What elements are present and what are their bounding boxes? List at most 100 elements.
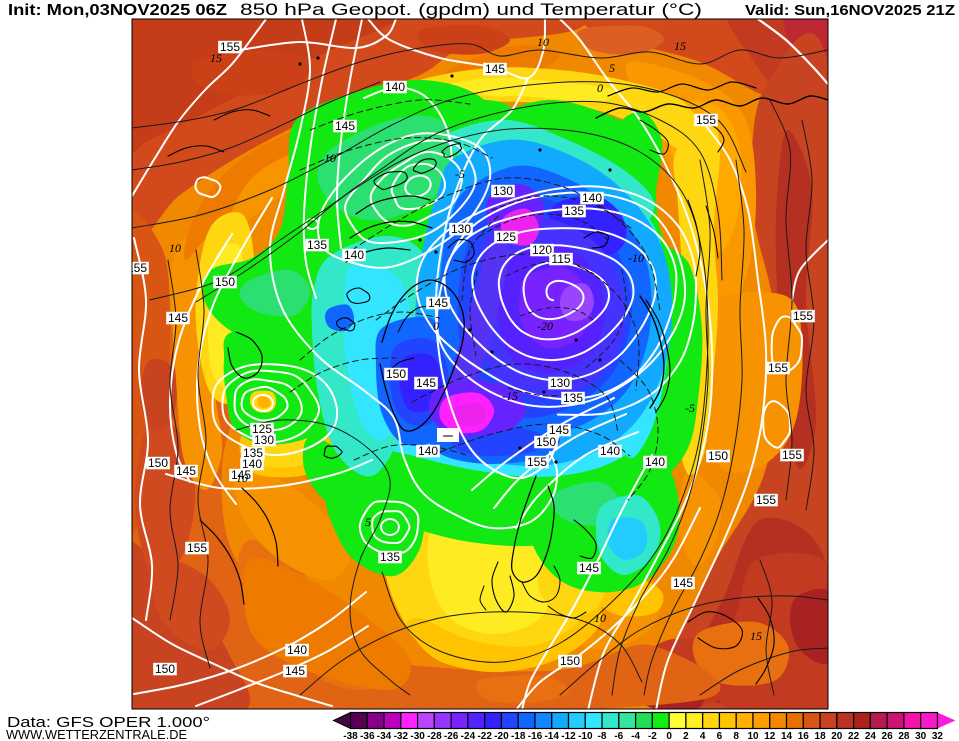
svg-text:145: 145 bbox=[579, 561, 599, 575]
svg-text:0: 0 bbox=[666, 731, 672, 741]
svg-text:15: 15 bbox=[750, 629, 762, 643]
svg-text:150: 150 bbox=[708, 449, 728, 463]
svg-text:10: 10 bbox=[236, 471, 248, 485]
svg-text:-6: -6 bbox=[614, 731, 623, 741]
svg-text:15: 15 bbox=[210, 51, 222, 65]
svg-text:135: 135 bbox=[563, 391, 583, 405]
svg-text:-8: -8 bbox=[598, 731, 607, 741]
svg-text:130: 130 bbox=[451, 222, 471, 236]
svg-text:130: 130 bbox=[493, 184, 513, 198]
svg-text:18: 18 bbox=[815, 731, 827, 741]
svg-text:155: 155 bbox=[696, 113, 716, 127]
svg-text:150: 150 bbox=[155, 662, 175, 676]
svg-text:155: 155 bbox=[768, 361, 788, 375]
svg-text:10: 10 bbox=[169, 241, 181, 255]
svg-text:32: 32 bbox=[932, 731, 944, 741]
svg-text:-5: -5 bbox=[455, 167, 465, 181]
svg-text:-32: -32 bbox=[394, 731, 409, 741]
svg-text:-10: -10 bbox=[578, 731, 593, 741]
svg-text:-20: -20 bbox=[537, 319, 553, 333]
svg-text:140: 140 bbox=[344, 248, 364, 262]
svg-text:0: 0 bbox=[597, 81, 603, 95]
svg-text:-24: -24 bbox=[461, 731, 476, 741]
svg-text:16: 16 bbox=[798, 731, 810, 741]
svg-text:5: 5 bbox=[609, 61, 615, 75]
svg-text:135: 135 bbox=[243, 446, 263, 460]
svg-text:145: 145 bbox=[549, 423, 569, 437]
svg-text:20: 20 bbox=[831, 731, 843, 741]
svg-text:24: 24 bbox=[865, 731, 877, 741]
svg-text:-10: -10 bbox=[628, 251, 644, 265]
svg-text:8: 8 bbox=[733, 731, 739, 741]
svg-text:850 hPa Geopot. (gpdm) und Tem: 850 hPa Geopot. (gpdm) und Temperatur (°… bbox=[240, 0, 702, 19]
svg-text:130: 130 bbox=[550, 376, 570, 390]
svg-text:115: 115 bbox=[551, 252, 570, 266]
svg-text:140: 140 bbox=[600, 444, 620, 458]
svg-text:15: 15 bbox=[674, 39, 686, 53]
svg-text:28: 28 bbox=[898, 731, 910, 741]
svg-text:-2: -2 bbox=[648, 731, 657, 741]
svg-text:-12: -12 bbox=[561, 731, 576, 741]
svg-text:-4: -4 bbox=[631, 731, 640, 741]
svg-text:140: 140 bbox=[582, 191, 602, 205]
svg-text:140: 140 bbox=[242, 457, 262, 471]
svg-text:155: 155 bbox=[793, 309, 813, 323]
svg-text:0: 0 bbox=[433, 319, 439, 333]
svg-text:22: 22 bbox=[848, 731, 860, 741]
svg-text:145: 145 bbox=[231, 468, 251, 482]
svg-text:135: 135 bbox=[307, 238, 327, 252]
svg-text:WWW.WETTERZENTRALE.DE: WWW.WETTERZENTRALE.DE bbox=[6, 728, 187, 741]
svg-text:135: 135 bbox=[564, 204, 584, 218]
svg-text:6: 6 bbox=[717, 731, 723, 741]
svg-text:150: 150 bbox=[148, 456, 168, 470]
svg-text:-26: -26 bbox=[444, 731, 459, 741]
svg-text:10: 10 bbox=[747, 731, 759, 741]
svg-text:-20: -20 bbox=[494, 731, 509, 741]
svg-text:2: 2 bbox=[683, 731, 689, 741]
svg-text:135: 135 bbox=[380, 550, 400, 564]
svg-text:Valid: Sun,16NOV2025 21Z: Valid: Sun,16NOV2025 21Z bbox=[745, 2, 955, 19]
svg-text:-38: -38 bbox=[343, 731, 358, 741]
svg-text:155: 155 bbox=[782, 448, 802, 462]
svg-text:150: 150 bbox=[536, 435, 556, 449]
svg-text:-34: -34 bbox=[377, 731, 392, 741]
svg-text:14: 14 bbox=[781, 731, 793, 741]
svg-text:125: 125 bbox=[496, 230, 516, 244]
svg-text:155: 155 bbox=[756, 493, 776, 507]
svg-text:Data: GFS OPER 1.000°: Data: GFS OPER 1.000° bbox=[7, 714, 210, 731]
svg-text:4: 4 bbox=[700, 731, 706, 741]
svg-text:-15: -15 bbox=[502, 389, 518, 403]
svg-text:155: 155 bbox=[127, 261, 147, 275]
svg-text:145: 145 bbox=[485, 62, 505, 76]
svg-text:150: 150 bbox=[386, 367, 406, 381]
svg-text:145: 145 bbox=[428, 296, 448, 310]
svg-text:145: 145 bbox=[168, 311, 188, 325]
svg-text:-14: -14 bbox=[544, 731, 559, 741]
svg-text:10: 10 bbox=[537, 35, 549, 49]
svg-text:26: 26 bbox=[882, 731, 894, 741]
svg-text:145: 145 bbox=[335, 119, 355, 133]
svg-text:145: 145 bbox=[673, 576, 693, 590]
svg-text:10: 10 bbox=[594, 611, 606, 625]
svg-text:145: 145 bbox=[416, 376, 436, 390]
svg-text:130: 130 bbox=[254, 433, 274, 447]
svg-text:120: 120 bbox=[532, 243, 552, 257]
svg-text:155: 155 bbox=[187, 541, 207, 555]
svg-text:Init: Mon,03NOV2025 06Z: Init: Mon,03NOV2025 06Z bbox=[8, 2, 227, 19]
svg-text:140: 140 bbox=[385, 80, 405, 94]
svg-text:-30: -30 bbox=[410, 731, 425, 741]
svg-text:30: 30 bbox=[915, 731, 927, 741]
svg-text:5: 5 bbox=[365, 515, 371, 529]
svg-text:12: 12 bbox=[764, 731, 776, 741]
svg-text:-22: -22 bbox=[477, 731, 492, 741]
svg-text:140: 140 bbox=[418, 444, 438, 458]
svg-text:145: 145 bbox=[285, 664, 305, 678]
svg-text:125: 125 bbox=[252, 422, 272, 436]
svg-text:155: 155 bbox=[220, 40, 240, 54]
svg-text:145: 145 bbox=[176, 464, 196, 478]
svg-text:-36: -36 bbox=[360, 731, 375, 741]
svg-text:150: 150 bbox=[560, 654, 580, 668]
svg-text:150: 150 bbox=[215, 275, 235, 289]
svg-text:-28: -28 bbox=[427, 731, 442, 741]
svg-text:10: 10 bbox=[324, 151, 336, 165]
